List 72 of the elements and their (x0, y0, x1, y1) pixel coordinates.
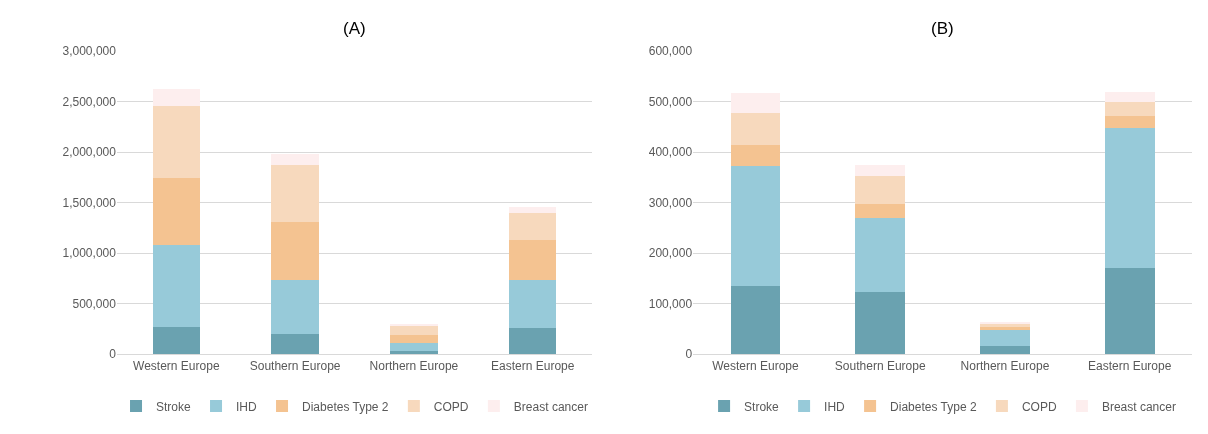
y-tick-label: 1,500,000 (62, 195, 117, 210)
chart-title: (A) (343, 19, 366, 38)
bar (508, 280, 557, 328)
y-tick-label: 2,500,000 (62, 94, 117, 109)
bar (508, 327, 557, 355)
y-tick-label: 500,000 (648, 94, 693, 109)
bar (390, 351, 438, 355)
bar (730, 286, 781, 355)
bar (152, 105, 201, 179)
y-tick-label: 2,000,000 (62, 145, 117, 160)
y-tick-label: 200,000 (648, 246, 693, 261)
bar (855, 218, 906, 292)
x-tick-label: Northern Europe (960, 358, 1050, 373)
bar (1104, 91, 1155, 103)
legend-label: COPD (433, 399, 469, 414)
legend-label: COPD (1021, 399, 1057, 414)
bar (980, 346, 1030, 355)
bar (152, 178, 201, 246)
chart-title: (B) (931, 19, 954, 38)
bar (855, 203, 906, 219)
y-tick-label: 3,000,000 (62, 44, 117, 59)
bar (390, 323, 438, 326)
legend-label: Diabetes Type 2 (302, 399, 389, 414)
x-tick-label: Northern Europe (369, 358, 459, 373)
x-tick-label: Southern Europe (834, 358, 926, 373)
bar (271, 333, 319, 355)
bar (980, 327, 1030, 330)
x-tick-label: Western Europe (712, 358, 800, 373)
y-tick-label: 0 (109, 347, 117, 362)
y-tick-label: 600,000 (648, 44, 693, 59)
bar (730, 93, 781, 114)
bar (152, 88, 201, 106)
bar (271, 165, 319, 222)
bar (1104, 116, 1155, 128)
bar (1104, 102, 1155, 117)
bar (508, 206, 557, 213)
legend-label: IHD (236, 399, 258, 414)
bar (730, 113, 781, 145)
x-tick-label: Western Europe (133, 358, 220, 373)
bar (390, 343, 438, 352)
bar (730, 166, 781, 286)
y-tick-label: 0 (685, 347, 693, 362)
bar (390, 334, 438, 344)
bar (390, 325, 438, 335)
bar (855, 176, 906, 204)
bar (1104, 268, 1155, 355)
bar (980, 329, 1030, 347)
bar (271, 221, 319, 281)
y-tick-label: 400,000 (648, 145, 693, 160)
y-tick-label: 100,000 (648, 296, 693, 311)
bar (855, 291, 906, 355)
x-tick-label: Southern Europe (249, 358, 341, 373)
bar (508, 240, 557, 281)
bar (508, 212, 557, 241)
bar (855, 164, 906, 177)
legend-label: Breast cancer (1101, 399, 1176, 414)
x-tick-label: Eastern Europe (491, 358, 575, 373)
bar (271, 154, 319, 166)
legend-label: Diabetes Type 2 (890, 399, 977, 414)
legend-label: IHD (824, 399, 846, 414)
legend-label: Breast cancer (513, 399, 588, 414)
bar (152, 326, 201, 355)
bar (152, 245, 201, 327)
x-tick-label: Eastern Europe (1087, 358, 1172, 373)
bar (271, 280, 319, 334)
bar (730, 144, 781, 167)
y-tick-label: 300,000 (648, 195, 693, 210)
bar (1104, 127, 1155, 269)
y-tick-label: 1,000,000 (62, 246, 117, 261)
legend-label: Stroke (156, 399, 192, 414)
legend-label: Stroke (744, 399, 780, 414)
y-tick-label: 500,000 (72, 296, 117, 311)
